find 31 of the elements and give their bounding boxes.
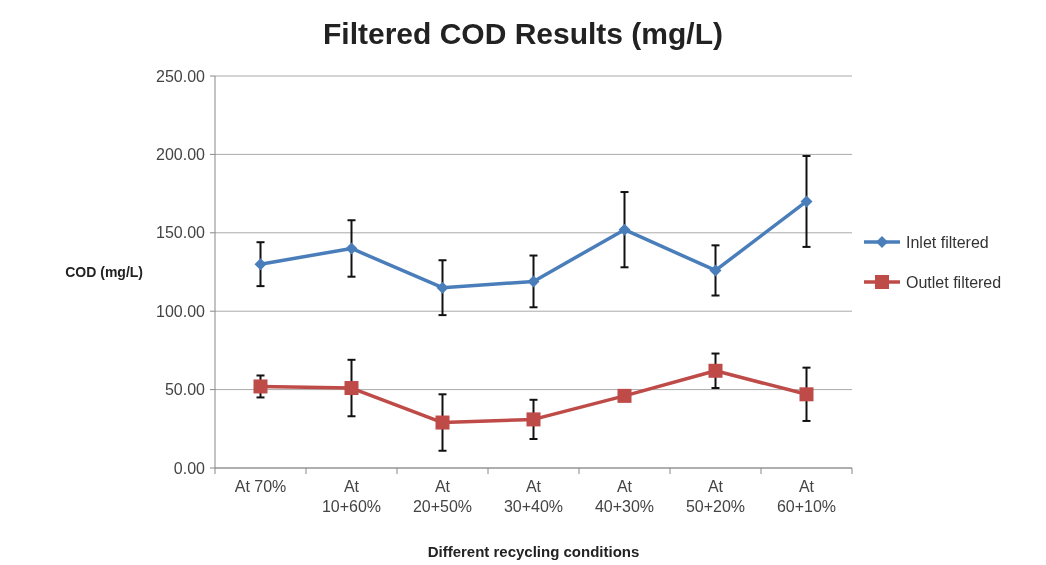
y-tick-label: 150.00 — [156, 224, 206, 242]
x-tick-label: At 20+50% — [412, 478, 473, 515]
point — [708, 363, 723, 378]
x-tick-label: At 50+20% — [685, 478, 746, 515]
point — [709, 264, 722, 277]
point — [618, 223, 631, 236]
point — [253, 379, 268, 394]
point — [526, 412, 541, 427]
x-axis-title: Different recycling conditions — [427, 543, 640, 560]
point — [344, 381, 359, 396]
y-tick-label: 200.00 — [156, 146, 206, 163]
legend-label: Outlet filtered — [906, 273, 1002, 291]
point — [527, 275, 540, 288]
point — [617, 388, 632, 403]
y-tick-label: 100.00 — [156, 302, 206, 320]
point — [345, 242, 358, 255]
point — [799, 387, 814, 402]
x-tick-label: At 60+10% — [776, 478, 837, 515]
x-tick-label: At 30+40% — [503, 478, 564, 515]
x-tick-label: At 40+30% — [594, 478, 655, 515]
y-tick-label: 250.00 — [156, 67, 206, 85]
y-axis-title: COD (mg/L) — [65, 263, 143, 280]
y-tick-label: 0.00 — [173, 459, 206, 477]
legend-label: Inlet filtered — [906, 233, 989, 251]
point — [435, 415, 450, 430]
x-tick-label: At 70% — [234, 478, 287, 495]
point — [254, 258, 267, 271]
point — [800, 195, 813, 208]
x-tick-label: At 10+60% — [321, 478, 382, 515]
y-tick-label: 50.00 — [164, 381, 206, 399]
chart-title: Filtered COD Results (mg/L) — [322, 17, 724, 50]
